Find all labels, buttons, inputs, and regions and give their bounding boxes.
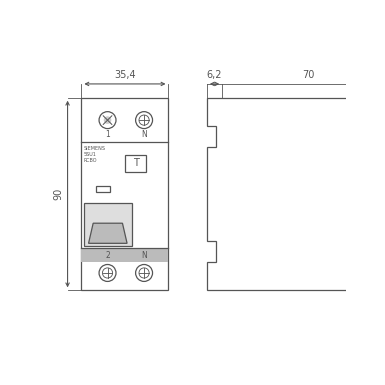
Text: 5SU1: 5SU1 [84,152,97,157]
Text: 6,2: 6,2 [207,70,222,80]
Bar [82,98,169,290]
Circle shape [353,180,365,192]
Circle shape [356,183,362,189]
Circle shape [99,264,116,281]
Text: 35,4: 35,4 [114,70,136,80]
Polygon shape [207,98,385,290]
Circle shape [139,268,149,278]
Text: 1: 1 [105,131,110,139]
Text: SIEMENS: SIEMENS [84,146,106,151]
Bar [82,248,169,262]
Bar [84,203,132,246]
Text: 2: 2 [105,251,110,260]
Text: T: T [133,158,139,168]
Bar [96,186,110,192]
Circle shape [99,112,116,129]
Circle shape [104,116,111,124]
Text: 70: 70 [302,70,315,80]
Polygon shape [89,223,127,243]
Bar [372,181,376,192]
Circle shape [139,115,149,125]
Bar [125,155,146,172]
Text: 90: 90 [54,188,64,200]
Text: RCBO: RCBO [84,158,97,163]
Text: N: N [141,131,147,139]
Circle shape [102,268,112,278]
Circle shape [136,112,152,129]
Text: N: N [141,251,147,260]
Circle shape [136,264,152,281]
